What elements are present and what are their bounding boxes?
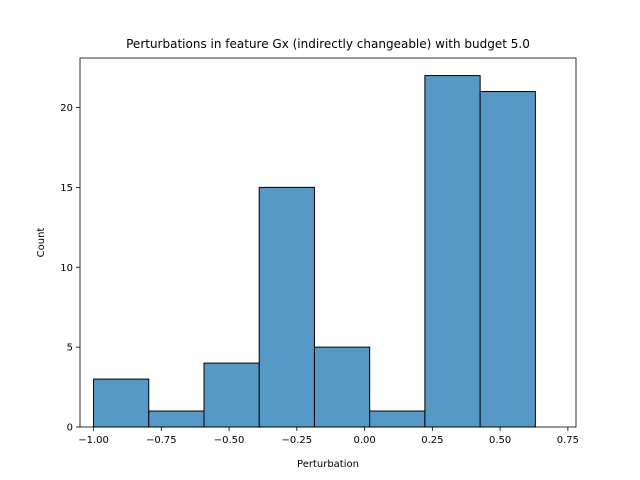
histogram-bar-0 — [93, 378, 150, 428]
x-tick-label-1: −0.75 — [146, 435, 177, 446]
histogram-bar-2 — [203, 362, 260, 428]
x-tick-label-6: 0.50 — [489, 435, 511, 446]
y-tick-label-4: 20 — [60, 103, 73, 114]
chart-title: Perturbations in feature Gx (indirectly … — [126, 37, 530, 51]
histogram-bar-6 — [424, 75, 481, 428]
histogram-bars — [93, 75, 536, 428]
y-tick-label-2: 10 — [60, 263, 73, 274]
y-axis: 0 5 10 15 20 — [60, 103, 80, 434]
y-tick-label-3: 15 — [60, 183, 73, 194]
x-tick-label-5: 0.25 — [421, 435, 443, 446]
x-tick-label-0: −1.00 — [78, 435, 109, 446]
x-axis: −1.00 −0.75 −0.50 −0.25 0.00 0.25 0.50 0.75 — [78, 427, 579, 446]
x-tick-label-2: −0.50 — [214, 435, 245, 446]
y-axis-label: Count — [36, 228, 47, 258]
x-tick-label-4: 0.00 — [353, 435, 375, 446]
y-tick-label-1: 5 — [67, 343, 73, 354]
x-tick-label-3: −0.25 — [282, 435, 313, 446]
plot-frame — [79, 57, 577, 428]
histogram-bar-3 — [258, 186, 315, 428]
histogram-bar-1 — [148, 410, 205, 428]
x-tick-label-7: 0.75 — [557, 435, 579, 446]
histogram-bar-5 — [369, 410, 426, 428]
y-tick-label-0: 0 — [67, 423, 73, 434]
x-axis-label: Perturbation — [297, 459, 359, 470]
histogram-bar-7 — [479, 91, 536, 428]
histogram-bar-4 — [313, 346, 371, 428]
